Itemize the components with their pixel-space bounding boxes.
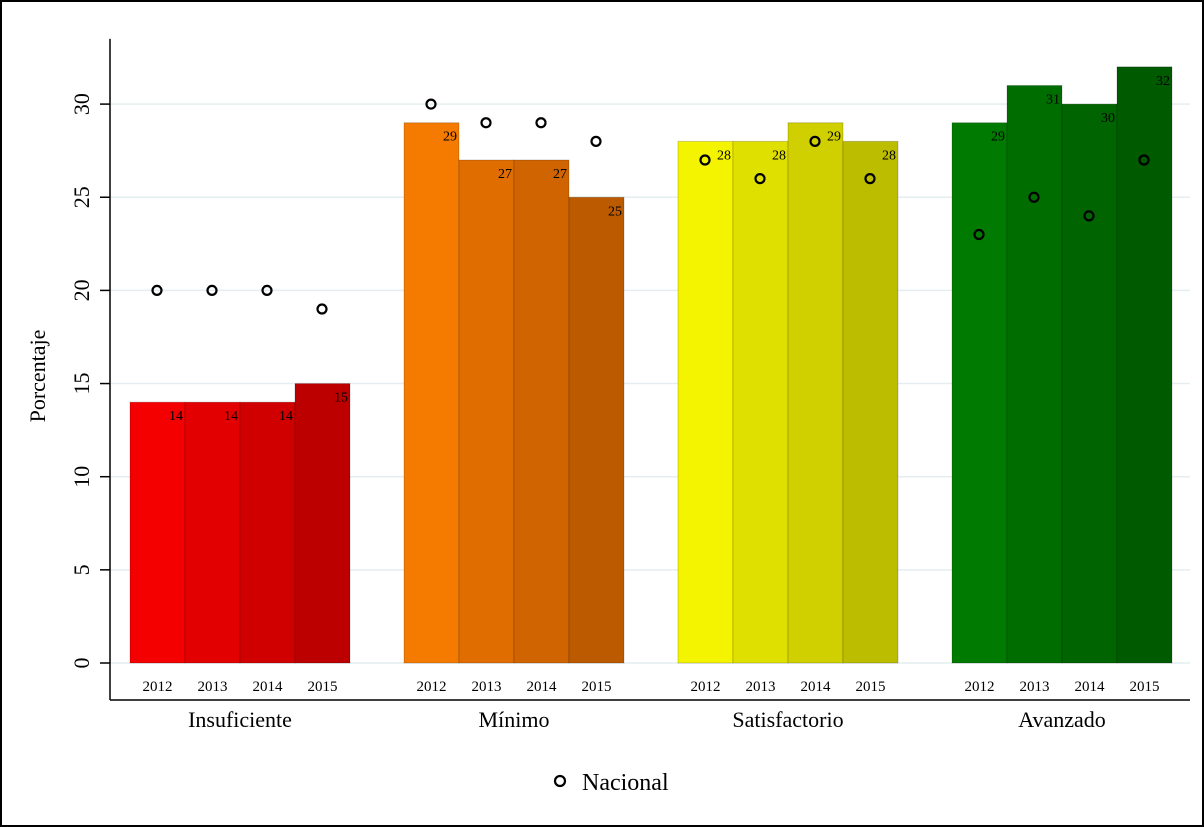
- bar-value-label: 14: [169, 409, 183, 424]
- bar: [568, 196, 625, 664]
- nacional-marker: [425, 98, 437, 110]
- legend-label-nacional: Nacional: [582, 770, 669, 796]
- bar-value-label: 25: [608, 204, 622, 219]
- year-label: 2012: [965, 679, 995, 695]
- year-label: 2014: [527, 679, 558, 695]
- year-label: 2012: [143, 679, 173, 695]
- bar: [184, 401, 241, 664]
- bar: [239, 401, 296, 664]
- y-axis-ticks: 0 5 10 15 20 25 30: [69, 93, 110, 669]
- bar-value-label: 30: [1101, 111, 1115, 126]
- bar-value-label: 29: [443, 130, 457, 145]
- bar: [677, 140, 734, 664]
- bar-value-label: 29: [827, 130, 841, 145]
- year-label: 2012: [417, 679, 447, 695]
- bar-value-label: 31: [1046, 92, 1060, 107]
- bar-value-label: 27: [498, 167, 512, 182]
- nacional-marker: [1028, 191, 1040, 203]
- bar: [732, 140, 789, 664]
- group-label: Avanzado: [1018, 707, 1106, 732]
- y-tick-label: 30: [69, 93, 94, 115]
- bar-value-label: 28: [717, 148, 731, 163]
- bar: [513, 159, 570, 664]
- year-label: 2013: [198, 679, 228, 695]
- y-axis-label: Porcentaje: [25, 330, 50, 423]
- legend: Nacional: [553, 770, 669, 796]
- nacional-marker: [480, 117, 492, 129]
- bar-value-label: 15: [334, 391, 348, 406]
- nacional-marker: [151, 284, 163, 296]
- y-tick-label: 5: [69, 564, 94, 575]
- nacional-markers: [151, 98, 1150, 315]
- bar: [294, 383, 351, 664]
- bar: [951, 122, 1008, 664]
- legend-marker-nacional: [553, 774, 567, 788]
- year-label: 2015: [856, 679, 886, 695]
- y-tick-label: 25: [69, 186, 94, 208]
- bar: [1061, 103, 1118, 664]
- bar: [842, 140, 899, 664]
- bar: [129, 401, 186, 664]
- nacional-marker: [316, 303, 328, 315]
- year-label: 2015: [582, 679, 612, 695]
- year-label: 2013: [472, 679, 502, 695]
- bar-value-label: 14: [224, 409, 238, 424]
- year-label: 2014: [801, 679, 832, 695]
- axes: [109, 38, 1190, 701]
- nacional-marker: [754, 173, 766, 185]
- year-label: 2013: [746, 679, 776, 695]
- nacional-marker: [809, 135, 821, 147]
- bar-value-label: 29: [991, 130, 1005, 145]
- bar: [1116, 66, 1173, 664]
- bar-value-label: 28: [772, 148, 786, 163]
- group-label: Satisfactorio: [732, 707, 843, 732]
- nacional-marker: [973, 228, 985, 241]
- year-label: 2014: [253, 679, 284, 695]
- year-label: 2015: [1130, 679, 1160, 695]
- bar-value-label: 14: [279, 409, 293, 424]
- nacional-marker: [206, 284, 218, 296]
- bar: [458, 159, 515, 664]
- nacional-marker: [1138, 154, 1150, 166]
- bar-value-label: 28: [882, 148, 896, 163]
- year-label: 2013: [1020, 679, 1050, 695]
- y-tick-label: 0: [69, 658, 94, 669]
- bars: 14 14 14 15 29 27 27 25 28 28 29 28 29 31 30 32: [129, 66, 1173, 664]
- nacional-marker: [535, 117, 547, 129]
- group-label: Insuficiente: [188, 707, 292, 732]
- nacional-marker: [1083, 210, 1095, 222]
- y-tick-label: 15: [69, 373, 94, 395]
- bar: [1006, 84, 1063, 664]
- x-axis-labels: 2012 2013 2014 2015 Insuficiente 2012 2013 2014…: [143, 679, 1160, 732]
- year-label: 2014: [1075, 679, 1106, 695]
- nacional-marker: [261, 284, 273, 296]
- bar: [787, 122, 844, 664]
- bar: [403, 122, 460, 664]
- year-label: 2012: [691, 679, 721, 695]
- y-tick-label: 10: [69, 466, 94, 488]
- bar-value-label: 32: [1156, 74, 1170, 89]
- y-tick-label: 20: [69, 279, 94, 301]
- nacional-marker: [699, 154, 711, 166]
- group-label: Mínimo: [479, 707, 550, 732]
- year-label: 2015: [308, 679, 338, 695]
- bar-value-label: 27: [553, 167, 567, 182]
- nacional-marker: [864, 173, 876, 185]
- nacional-marker: [590, 135, 602, 147]
